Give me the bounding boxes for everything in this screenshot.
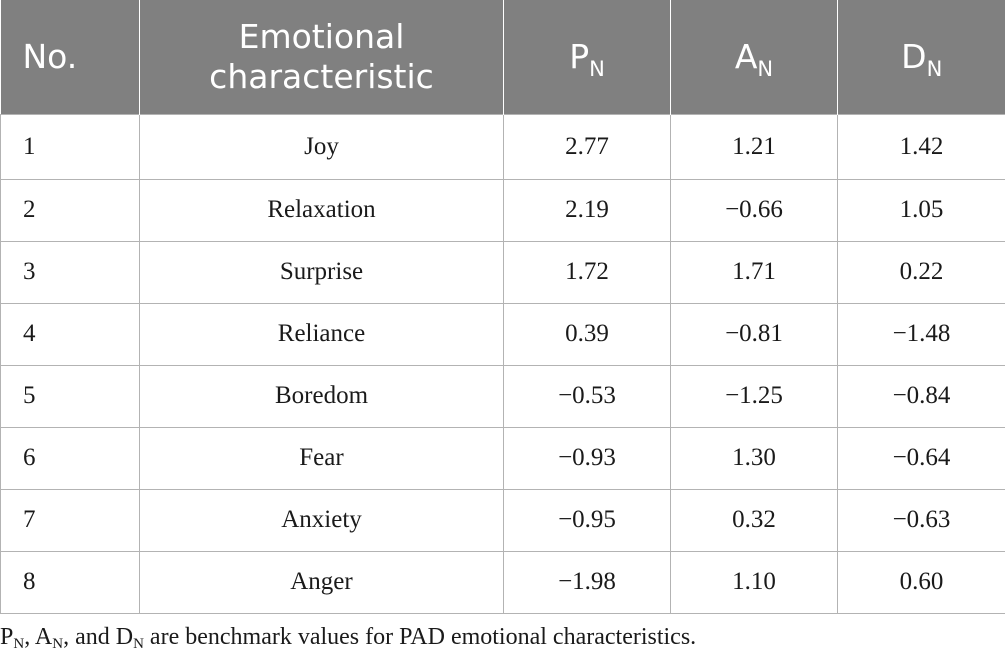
cell-dn: −0.84	[837, 364, 1005, 428]
table-header: No. Emotional characteristic PN AN DN	[0, 0, 1005, 114]
table-row: 7 Anxiety −0.95 0.32 −0.63	[0, 488, 1005, 552]
table-row: 3 Surprise 1.72 1.71 0.22	[0, 240, 1005, 304]
header-pn: PN	[503, 0, 671, 114]
cell-pn: −0.95	[503, 488, 671, 552]
table-row: 6 Fear −0.93 1.30 −0.64	[0, 426, 1005, 490]
cell-emotion: Reliance	[139, 302, 504, 366]
cell-emotion: Joy	[139, 113, 504, 180]
cell-an: −1.25	[670, 364, 838, 428]
table-row: 1 Joy 2.77 1.21 1.42	[0, 113, 1005, 180]
cell-no: 1	[0, 113, 140, 180]
cell-emotion: Anger	[139, 550, 504, 614]
cell-pn: −1.98	[503, 550, 671, 614]
table-row: 2 Relaxation 2.19 −0.66 1.05	[0, 178, 1005, 242]
pad-table: No. Emotional characteristic PN AN DN 1 …	[0, 0, 1005, 614]
table-row: 8 Anger −1.98 1.10 0.60	[0, 550, 1005, 614]
table-row: 4 Reliance 0.39 −0.81 −1.48	[0, 302, 1005, 366]
cell-emotion: Boredom	[139, 364, 504, 428]
cell-pn: −0.53	[503, 364, 671, 428]
cell-an: 1.10	[670, 550, 838, 614]
cell-no: 6	[0, 426, 140, 490]
cell-no: 5	[0, 364, 140, 428]
cell-an: 0.32	[670, 488, 838, 552]
cell-no: 4	[0, 302, 140, 366]
cell-no: 7	[0, 488, 140, 552]
cell-dn: −1.48	[837, 302, 1005, 366]
cell-emotion: Fear	[139, 426, 504, 490]
cell-dn: 1.42	[837, 113, 1005, 180]
cell-an: 1.21	[670, 113, 838, 180]
cell-dn: −0.64	[837, 426, 1005, 490]
cell-no: 2	[0, 178, 140, 242]
table-footnote: PN, AN, and DN are benchmark values for …	[0, 624, 697, 652]
cell-an: −0.81	[670, 302, 838, 366]
cell-pn: −0.93	[503, 426, 671, 490]
table-body: 1 Joy 2.77 1.21 1.42 2 Relaxation 2.19 −…	[0, 113, 1005, 614]
cell-no: 3	[0, 240, 140, 304]
cell-dn: 0.22	[837, 240, 1005, 304]
cell-emotion: Surprise	[139, 240, 504, 304]
cell-pn: 2.77	[503, 113, 671, 180]
cell-no: 8	[0, 550, 140, 614]
table-row: 5 Boredom −0.53 −1.25 −0.84	[0, 364, 1005, 428]
cell-pn: 2.19	[503, 178, 671, 242]
cell-dn: 0.60	[837, 550, 1005, 614]
header-dn: DN	[837, 0, 1005, 114]
header-row: No. Emotional characteristic PN AN DN	[0, 0, 1005, 114]
cell-pn: 1.72	[503, 240, 671, 304]
header-no: No.	[22, 36, 78, 76]
cell-an: −0.66	[670, 178, 838, 242]
cell-emotion: Relaxation	[139, 178, 504, 242]
cell-dn: −0.63	[837, 488, 1005, 552]
cell-an: 1.30	[670, 426, 838, 490]
cell-emotion: Anxiety	[139, 488, 504, 552]
header-an: AN	[670, 0, 838, 114]
cell-pn: 0.39	[503, 302, 671, 366]
cell-an: 1.71	[670, 240, 838, 304]
cell-dn: 1.05	[837, 178, 1005, 242]
header-emotional-characteristic: Emotional characteristic	[139, 0, 504, 114]
